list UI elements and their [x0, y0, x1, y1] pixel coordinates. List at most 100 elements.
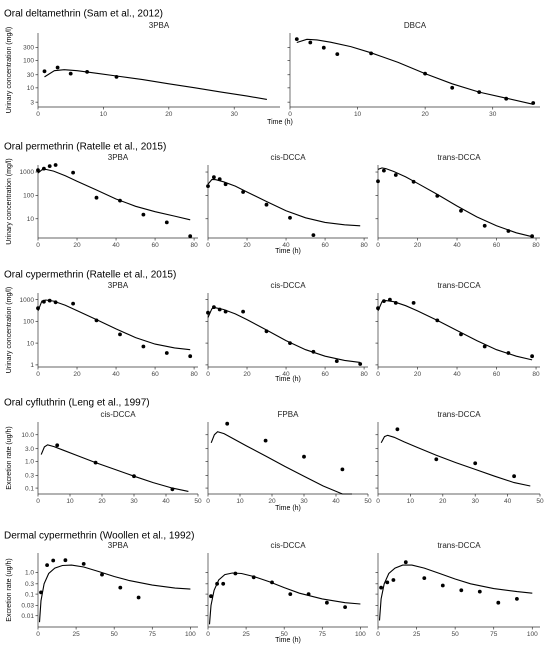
- data-point: [209, 594, 213, 599]
- data-point: [55, 65, 60, 70]
- chart-section: Oral cypermethrin (Ratelle et al., 2015)…: [4, 269, 540, 383]
- data-point: [388, 297, 392, 302]
- y-tick-label: 0.1: [25, 591, 34, 598]
- panel-title: cis-DCCA: [270, 281, 306, 290]
- panel-title: 3PBA: [149, 21, 170, 30]
- x-tick-label: 80: [360, 371, 368, 378]
- data-point: [221, 581, 226, 586]
- x-tick-label: 0: [36, 498, 40, 505]
- data-point: [334, 359, 339, 363]
- x-tick-label: 50: [194, 498, 202, 505]
- chart-section: Oral deltamethrin (Sam et al., 2012) Urin…: [4, 8, 540, 126]
- x-tick-label: 60: [151, 371, 159, 378]
- x-tick-label: 10: [66, 498, 74, 505]
- model-curve: [380, 434, 531, 487]
- data-point: [36, 168, 40, 173]
- data-point: [217, 307, 222, 312]
- x-tick-label: 0: [376, 498, 380, 505]
- x-tick-label: 30: [130, 498, 138, 505]
- data-point: [335, 52, 340, 56]
- x-tick-label: 0: [288, 111, 292, 118]
- x-axis-label: Time (h): [275, 505, 301, 512]
- data-point: [376, 179, 380, 184]
- data-point: [114, 75, 119, 79]
- data-point: [294, 37, 299, 41]
- x-tick-label: 40: [504, 498, 512, 505]
- y-tick-label: 1000: [20, 297, 35, 304]
- data-point: [302, 454, 306, 459]
- data-point: [311, 233, 316, 238]
- data-point: [93, 460, 98, 465]
- y-axis-label: Urinary concentration (mg/l): [6, 158, 13, 244]
- data-point: [393, 173, 398, 177]
- y-axis-label: Excretion rate (ug/h): [6, 558, 13, 621]
- panel-title: trans-DCCA: [437, 541, 481, 550]
- x-tick-label: 30: [231, 111, 239, 118]
- panel-title: cis-DCCA: [100, 410, 136, 419]
- section-title: Oral cypermethrin (Ratelle et al., 2015): [4, 269, 176, 280]
- y-tick-label: 10: [27, 216, 35, 223]
- data-point: [459, 588, 464, 593]
- x-tick-label: 80: [190, 371, 198, 378]
- x-tick-label: 30: [472, 498, 480, 505]
- y-tick-label: 0.1: [25, 485, 34, 492]
- data-point: [321, 45, 326, 50]
- section-title: Oral cyfluthrin (Leng et al., 1997): [4, 397, 150, 408]
- chart-panel: 3PBA 0 20 40 60 80 1 10 100 1000: [20, 281, 199, 378]
- data-point: [85, 70, 89, 74]
- data-point: [435, 318, 440, 323]
- data-point: [188, 354, 193, 359]
- x-tick-label: 20: [243, 242, 251, 249]
- chart-section: Oral cyfluthrin (Leng et al., 1997) Excre…: [4, 397, 544, 512]
- data-point: [506, 229, 511, 233]
- x-tick-label: 75: [149, 631, 157, 638]
- x-tick-label: 0: [206, 498, 210, 505]
- data-point: [515, 597, 519, 601]
- x-tick-label: 20: [422, 111, 430, 118]
- data-point: [215, 581, 220, 586]
- data-point: [42, 166, 46, 171]
- data-point: [403, 560, 408, 565]
- y-axis-label: Urinary concentration (mg/l): [6, 27, 13, 113]
- y-tick-label: 0.3: [25, 581, 34, 588]
- data-point: [477, 90, 482, 94]
- x-tick-label: 30: [489, 111, 497, 118]
- model-curve: [37, 299, 191, 351]
- section-title: Oral deltamethrin (Sam et al., 2012): [4, 8, 163, 19]
- chart-section: Dermal cypermethrin (Woollen et al., 199…: [4, 530, 540, 644]
- chart-panel: trans-DCCA 0 10 20 30 40 50: [375, 410, 544, 505]
- x-tick-label: 75: [490, 631, 498, 638]
- chart-panel: cis-DCCA 0 10 20 30 40 50 0.1 0.3 1.0 3.0 10.0: [21, 410, 202, 505]
- y-tick-label: 0.01: [21, 613, 34, 620]
- data-point: [233, 571, 238, 576]
- x-tick-label: 50: [452, 631, 460, 638]
- data-point: [423, 71, 427, 76]
- y-tick-label: 1000: [20, 169, 35, 176]
- y-axis-label: Excretion rate (ug/h): [6, 426, 13, 489]
- panel-title: DBCA: [404, 21, 427, 30]
- data-point: [504, 96, 509, 101]
- data-point: [136, 595, 141, 600]
- y-tick-label: 10: [27, 85, 35, 92]
- x-tick-label: 30: [300, 498, 308, 505]
- data-point: [132, 474, 136, 479]
- data-point: [531, 101, 536, 105]
- data-point: [395, 427, 400, 432]
- y-tick-label: 1.0: [25, 570, 34, 577]
- data-point: [118, 585, 123, 590]
- data-point: [435, 194, 440, 198]
- data-point: [251, 575, 256, 580]
- data-point: [306, 592, 311, 596]
- y-tick-label: 0.3: [25, 473, 34, 480]
- x-tick-label: 40: [282, 242, 290, 249]
- data-point: [164, 220, 169, 225]
- data-point: [206, 310, 210, 315]
- data-point: [530, 234, 534, 239]
- panel-title: trans-DCCA: [437, 153, 481, 162]
- y-tick-label: 30: [27, 72, 35, 79]
- x-tick-label: 80: [532, 242, 540, 249]
- x-tick-label: 80: [360, 242, 368, 249]
- x-axis-label: Time (h): [267, 119, 293, 126]
- data-point: [100, 572, 104, 577]
- x-tick-label: 40: [453, 242, 461, 249]
